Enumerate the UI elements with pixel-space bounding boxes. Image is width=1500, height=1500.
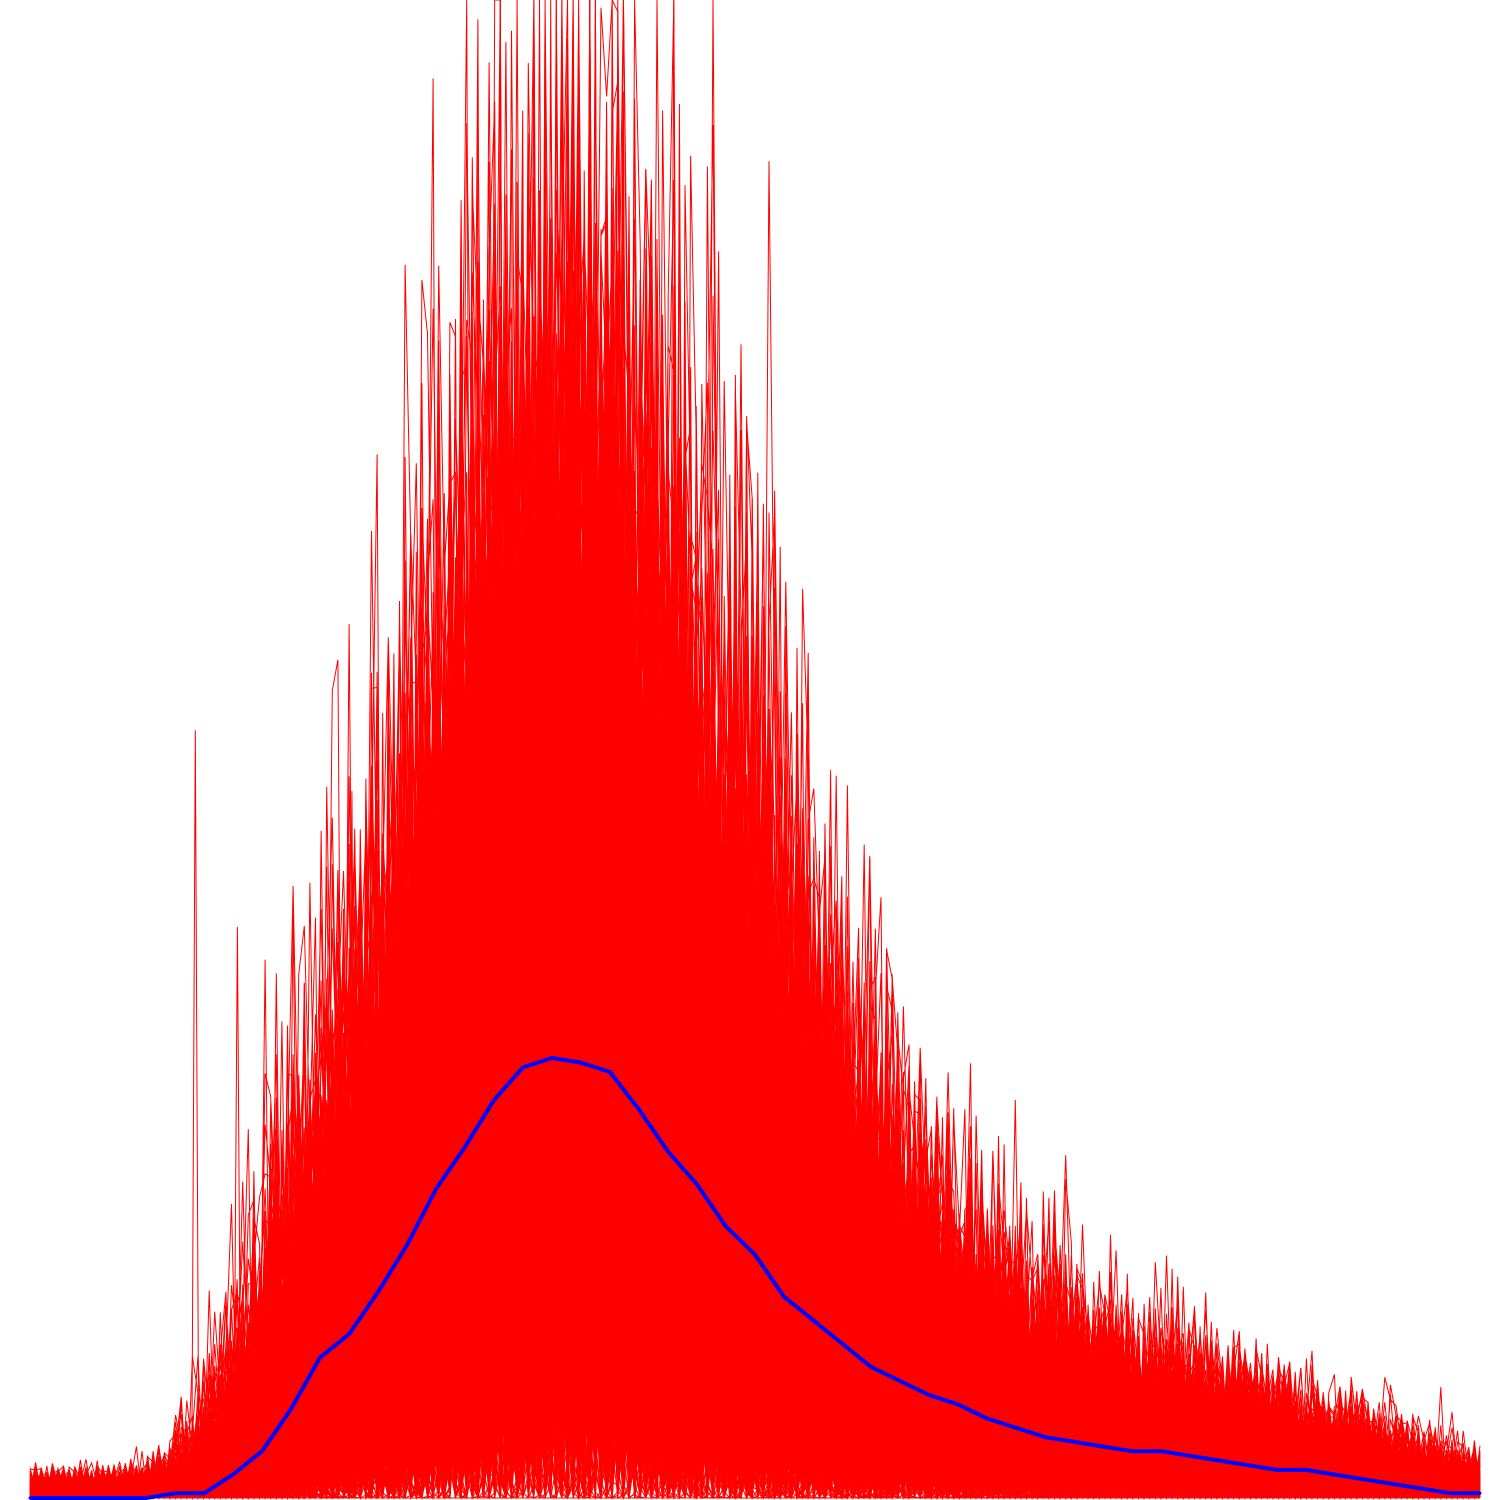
mean-point bbox=[1449, 1491, 1453, 1495]
run-line bbox=[29, 0, 1481, 1499]
mean-point bbox=[608, 1070, 612, 1074]
mean-point bbox=[637, 1108, 641, 1111]
mean-point bbox=[173, 1491, 177, 1495]
mean-line-group bbox=[28, 1056, 1482, 1500]
mean-point bbox=[985, 1416, 989, 1420]
mean-point bbox=[347, 1332, 351, 1336]
mean-point bbox=[1333, 1473, 1337, 1477]
mean-point bbox=[1130, 1449, 1134, 1453]
mean-point bbox=[782, 1295, 786, 1299]
run-spike bbox=[574, 945, 583, 1237]
mean-point bbox=[1362, 1477, 1366, 1481]
mean-point bbox=[260, 1449, 264, 1453]
run-line bbox=[29, 910, 1481, 1500]
mean-point bbox=[666, 1150, 670, 1154]
mean-point bbox=[492, 1098, 496, 1102]
mean-point bbox=[724, 1225, 728, 1228]
mean-point bbox=[811, 1318, 815, 1322]
mean-point bbox=[1246, 1463, 1250, 1467]
mean-point bbox=[869, 1365, 873, 1369]
mean-point bbox=[289, 1407, 293, 1411]
mean-point bbox=[86, 1496, 90, 1500]
mean-point bbox=[1043, 1435, 1047, 1439]
run-spike bbox=[650, 1067, 660, 1279]
mean-point bbox=[318, 1356, 322, 1360]
mean-point bbox=[1014, 1426, 1018, 1430]
mean-point bbox=[57, 1496, 61, 1500]
mean-point bbox=[550, 1056, 554, 1060]
mean-point bbox=[1101, 1445, 1105, 1448]
mean-point bbox=[144, 1496, 148, 1500]
mean-point bbox=[115, 1496, 119, 1500]
mean-point bbox=[231, 1473, 235, 1477]
run-spike bbox=[233, 926, 242, 1482]
run-spike bbox=[191, 730, 200, 1496]
mean-point bbox=[1478, 1491, 1482, 1495]
mean-point bbox=[1304, 1468, 1308, 1472]
mean-point bbox=[434, 1187, 438, 1191]
mean-point bbox=[1188, 1454, 1192, 1458]
run-spike bbox=[347, 791, 356, 1398]
mean-point bbox=[898, 1379, 902, 1383]
mean-point bbox=[927, 1393, 931, 1397]
mean-point bbox=[1217, 1459, 1221, 1462]
mean-point bbox=[202, 1491, 206, 1495]
mean-point bbox=[1159, 1449, 1163, 1453]
run-line bbox=[29, 38, 1481, 1500]
mean-point bbox=[376, 1290, 380, 1294]
mean-point bbox=[28, 1496, 32, 1500]
mean-point bbox=[463, 1145, 467, 1149]
mean-point bbox=[695, 1182, 699, 1186]
mean-point bbox=[1275, 1468, 1279, 1472]
mean-point bbox=[521, 1065, 525, 1069]
mean-point bbox=[1420, 1487, 1424, 1491]
mean-point bbox=[840, 1342, 844, 1345]
mean-point bbox=[753, 1253, 757, 1257]
mean-point bbox=[1072, 1440, 1076, 1444]
run-line bbox=[29, 968, 1481, 1500]
run-spike bbox=[384, 762, 393, 1365]
mean-point bbox=[405, 1243, 409, 1247]
run-line bbox=[29, 661, 1481, 1500]
mean-point bbox=[1391, 1482, 1395, 1486]
mean-point bbox=[579, 1061, 583, 1065]
mean-point bbox=[956, 1402, 960, 1406]
